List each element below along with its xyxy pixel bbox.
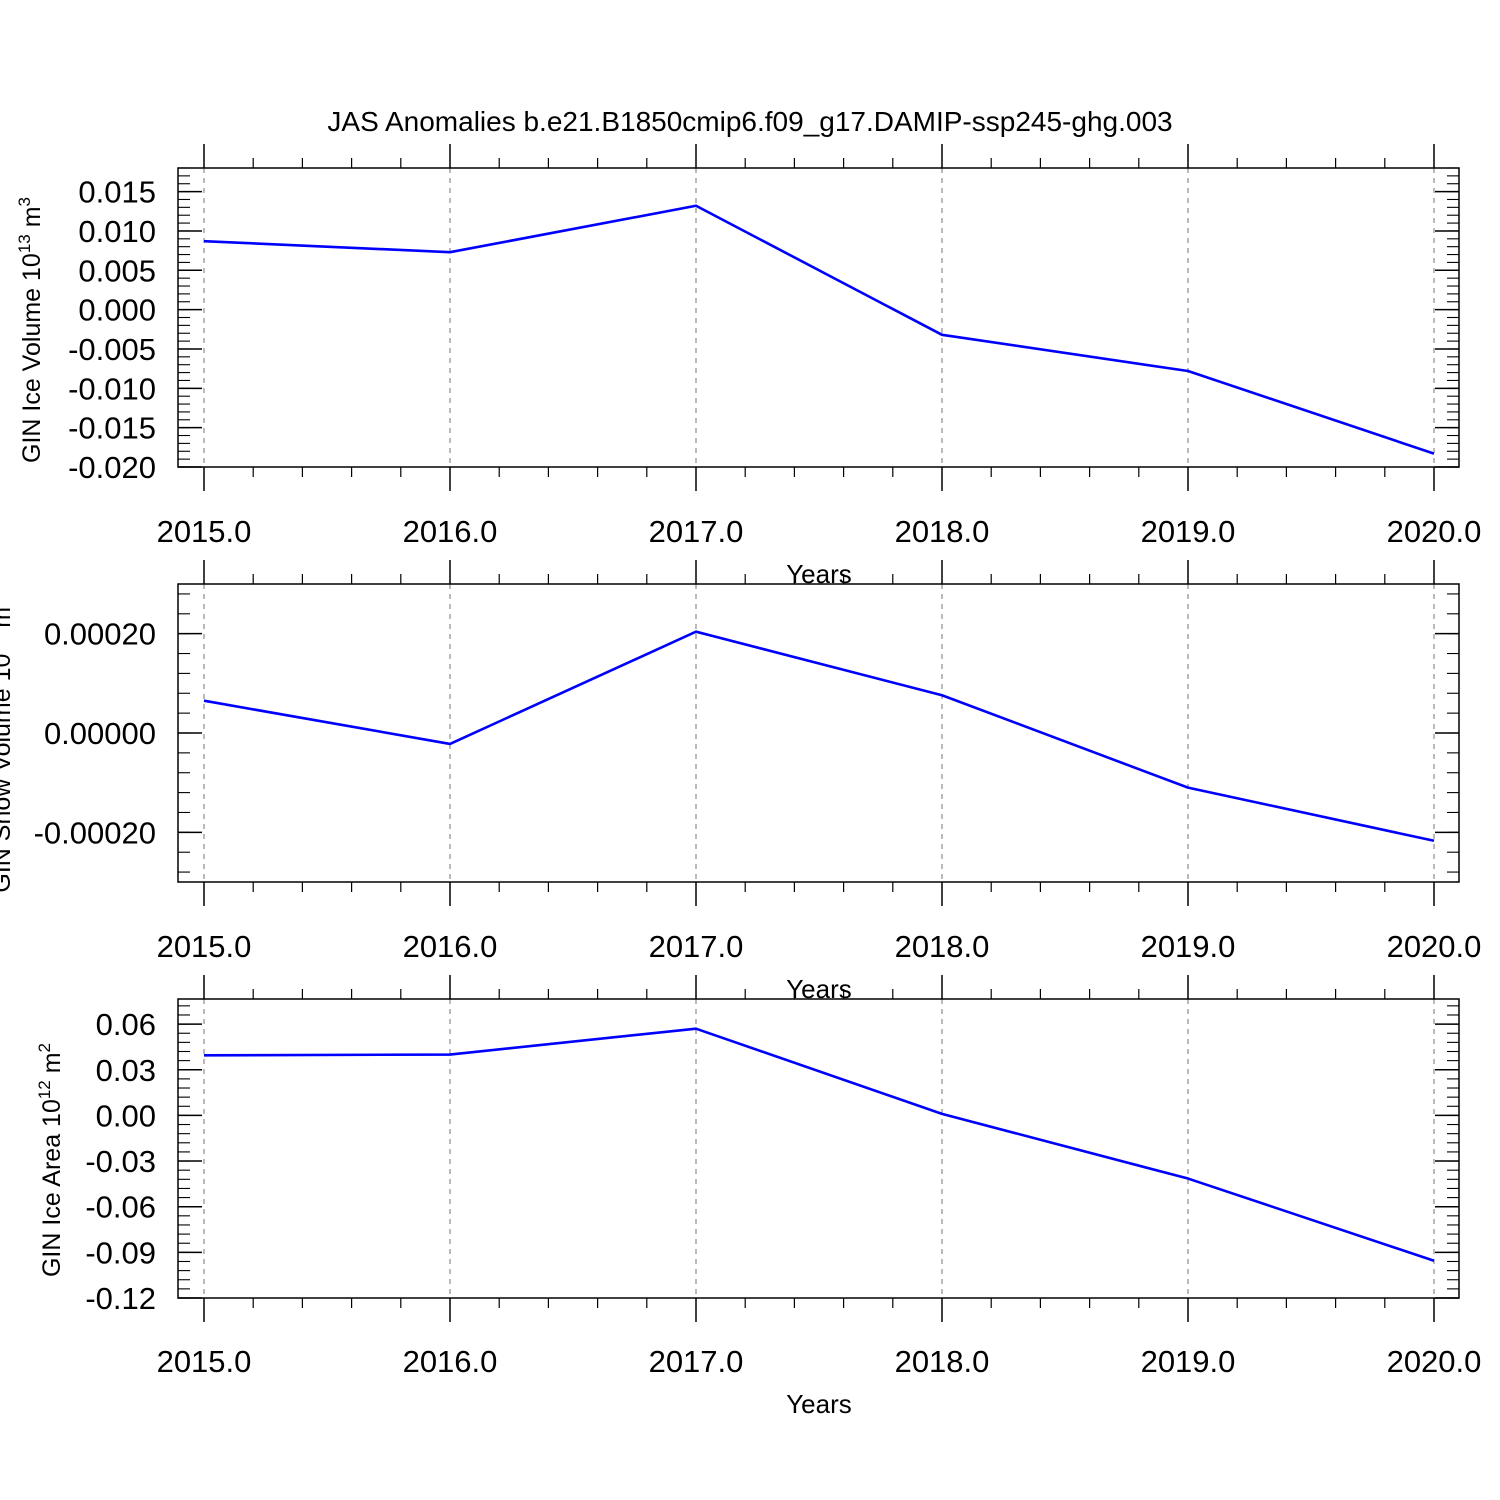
y-tick-label: 0.010 xyxy=(78,214,156,249)
x-tick-label: 2020.0 xyxy=(1387,1344,1482,1379)
panel-1: 0.015 0.010 0.005 0.000 -0.005 -0.010 -0.015 -0… xyxy=(15,144,1481,589)
series-line xyxy=(203,1027,1435,1262)
y-tick-label: 0.06 xyxy=(96,1007,156,1042)
y-tick-label: 0.00000 xyxy=(44,716,156,751)
x-tick-label: 2018.0 xyxy=(895,929,990,964)
y-axis-title: GIN Ice Volume 1013 m3 xyxy=(15,197,46,463)
y-tick-label: 0.00 xyxy=(96,1098,156,1133)
y-tick-label: 0.00020 xyxy=(44,617,156,652)
x-tick-label: 2015.0 xyxy=(157,1344,252,1379)
y-tick-label: -0.03 xyxy=(85,1144,156,1179)
x-tick-label: 2019.0 xyxy=(1141,929,1236,964)
chart-title: JAS Anomalies b.e21.B1850cmip6.f09_g17.D… xyxy=(327,106,1172,137)
y-tick-label: -0.06 xyxy=(85,1190,156,1225)
x-tick-label: 2020.0 xyxy=(1387,929,1482,964)
y-tick-label: 0.005 xyxy=(78,253,156,288)
series-line xyxy=(203,630,1435,843)
y-tick-label: -0.005 xyxy=(68,332,156,367)
x-tick-label: 2016.0 xyxy=(403,1344,498,1379)
x-tick-label: 2020.0 xyxy=(1387,514,1482,549)
x-tick-label: 2018.0 xyxy=(895,1344,990,1379)
y-tick-label: -0.020 xyxy=(68,450,156,485)
series-line xyxy=(203,204,1435,455)
y-tick-label: 0.015 xyxy=(78,175,156,210)
panel-2: 0.00020 0.00000 -0.00020 2015.0 2016.0 2017.0… xyxy=(0,560,1481,1004)
x-tick-label: 2018.0 xyxy=(895,514,990,549)
x-tick-label: 2017.0 xyxy=(649,929,744,964)
y-tick-label: 0.03 xyxy=(96,1053,156,1088)
y-tick-label: -0.00020 xyxy=(34,815,156,850)
y-axis-title: GIN Snow Volume 1013 m3 xyxy=(0,597,16,892)
x-tick-label: 2019.0 xyxy=(1141,514,1236,549)
y-tick-label: -0.010 xyxy=(68,371,156,406)
y-axis-title: GIN Ice Area 1012 m2 xyxy=(35,1043,66,1277)
x-tick-label: 2015.0 xyxy=(157,514,252,549)
x-tick-label: 2019.0 xyxy=(1141,1344,1236,1379)
x-tick-label: 2017.0 xyxy=(649,1344,744,1379)
y-tick-label: -0.09 xyxy=(85,1235,156,1270)
x-tick-label: 2015.0 xyxy=(157,929,252,964)
plot-frame xyxy=(177,998,1460,1299)
y-tick-label: -0.015 xyxy=(68,411,156,446)
x-tick-label: 2016.0 xyxy=(403,514,498,549)
x-tick-label: 2016.0 xyxy=(403,929,498,964)
y-tick-label: 0.000 xyxy=(78,293,156,328)
x-tick-label: 2017.0 xyxy=(649,514,744,549)
x-axis-title: Years xyxy=(786,1389,852,1419)
y-tick-label: -0.12 xyxy=(85,1281,156,1316)
